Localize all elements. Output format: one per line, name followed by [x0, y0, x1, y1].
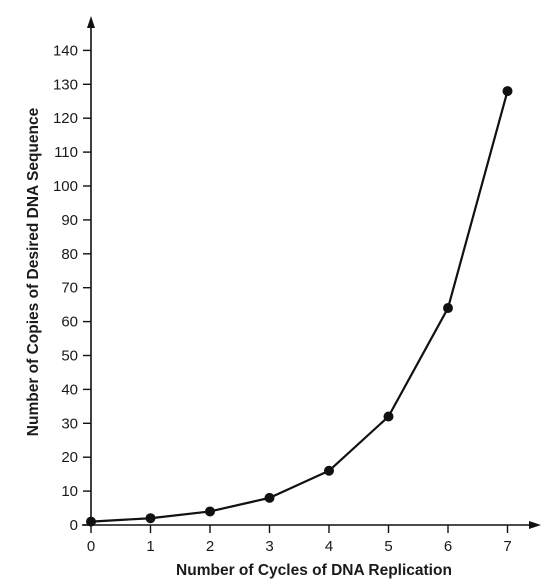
x-tick-label: 0 [87, 538, 95, 555]
y-tick-label: 60 [61, 314, 78, 331]
y-tick-label: 80 [61, 246, 78, 263]
y-tick-label: 10 [61, 483, 78, 500]
data-point [145, 513, 156, 524]
x-tick-label: 5 [384, 538, 392, 555]
x-tick-label: 3 [265, 538, 273, 555]
x-tick-label: 2 [206, 538, 214, 555]
ticks: 0 10 20 30 40 50 60 70 80 90 100 110 120 130 140 0 1 2 3 4 5… [53, 42, 512, 555]
x-axis-title: Number of Cycles of DNA Replication [176, 562, 452, 579]
axes [82, 16, 541, 529]
y-tick-label: 140 [53, 42, 78, 59]
data-point [324, 465, 334, 476]
data-point [86, 516, 96, 527]
series-line [90, 90, 509, 523]
data-point [443, 303, 453, 314]
y-tick-label: 20 [61, 449, 78, 466]
y-axis-title: Number of Copies of Desired DNA Sequence [25, 107, 42, 436]
data-point [205, 506, 215, 517]
data-point [502, 86, 513, 97]
x-tick-label: 6 [444, 538, 452, 555]
y-tick-label: 0 [70, 517, 78, 534]
data-series [86, 86, 513, 527]
y-tick-label: 30 [61, 415, 78, 432]
y-tick-label: 130 [53, 76, 78, 93]
y-tick-label: 90 [61, 212, 78, 229]
y-tick-label: 120 [53, 110, 78, 127]
x-tick-label: 1 [146, 538, 154, 555]
data-point [383, 411, 394, 422]
y-tick-label: 70 [61, 280, 78, 297]
x-tick-label: 7 [503, 538, 511, 555]
y-tick-label: 100 [53, 178, 78, 195]
data-point [264, 492, 275, 503]
y-tick-label: 50 [61, 348, 78, 365]
x-axis-arrow [529, 521, 541, 529]
y-tick-label: 110 [54, 144, 78, 161]
y-axis-arrow [87, 16, 95, 28]
x-tick-label: 4 [325, 538, 333, 555]
y-tick-label: 40 [61, 381, 78, 398]
